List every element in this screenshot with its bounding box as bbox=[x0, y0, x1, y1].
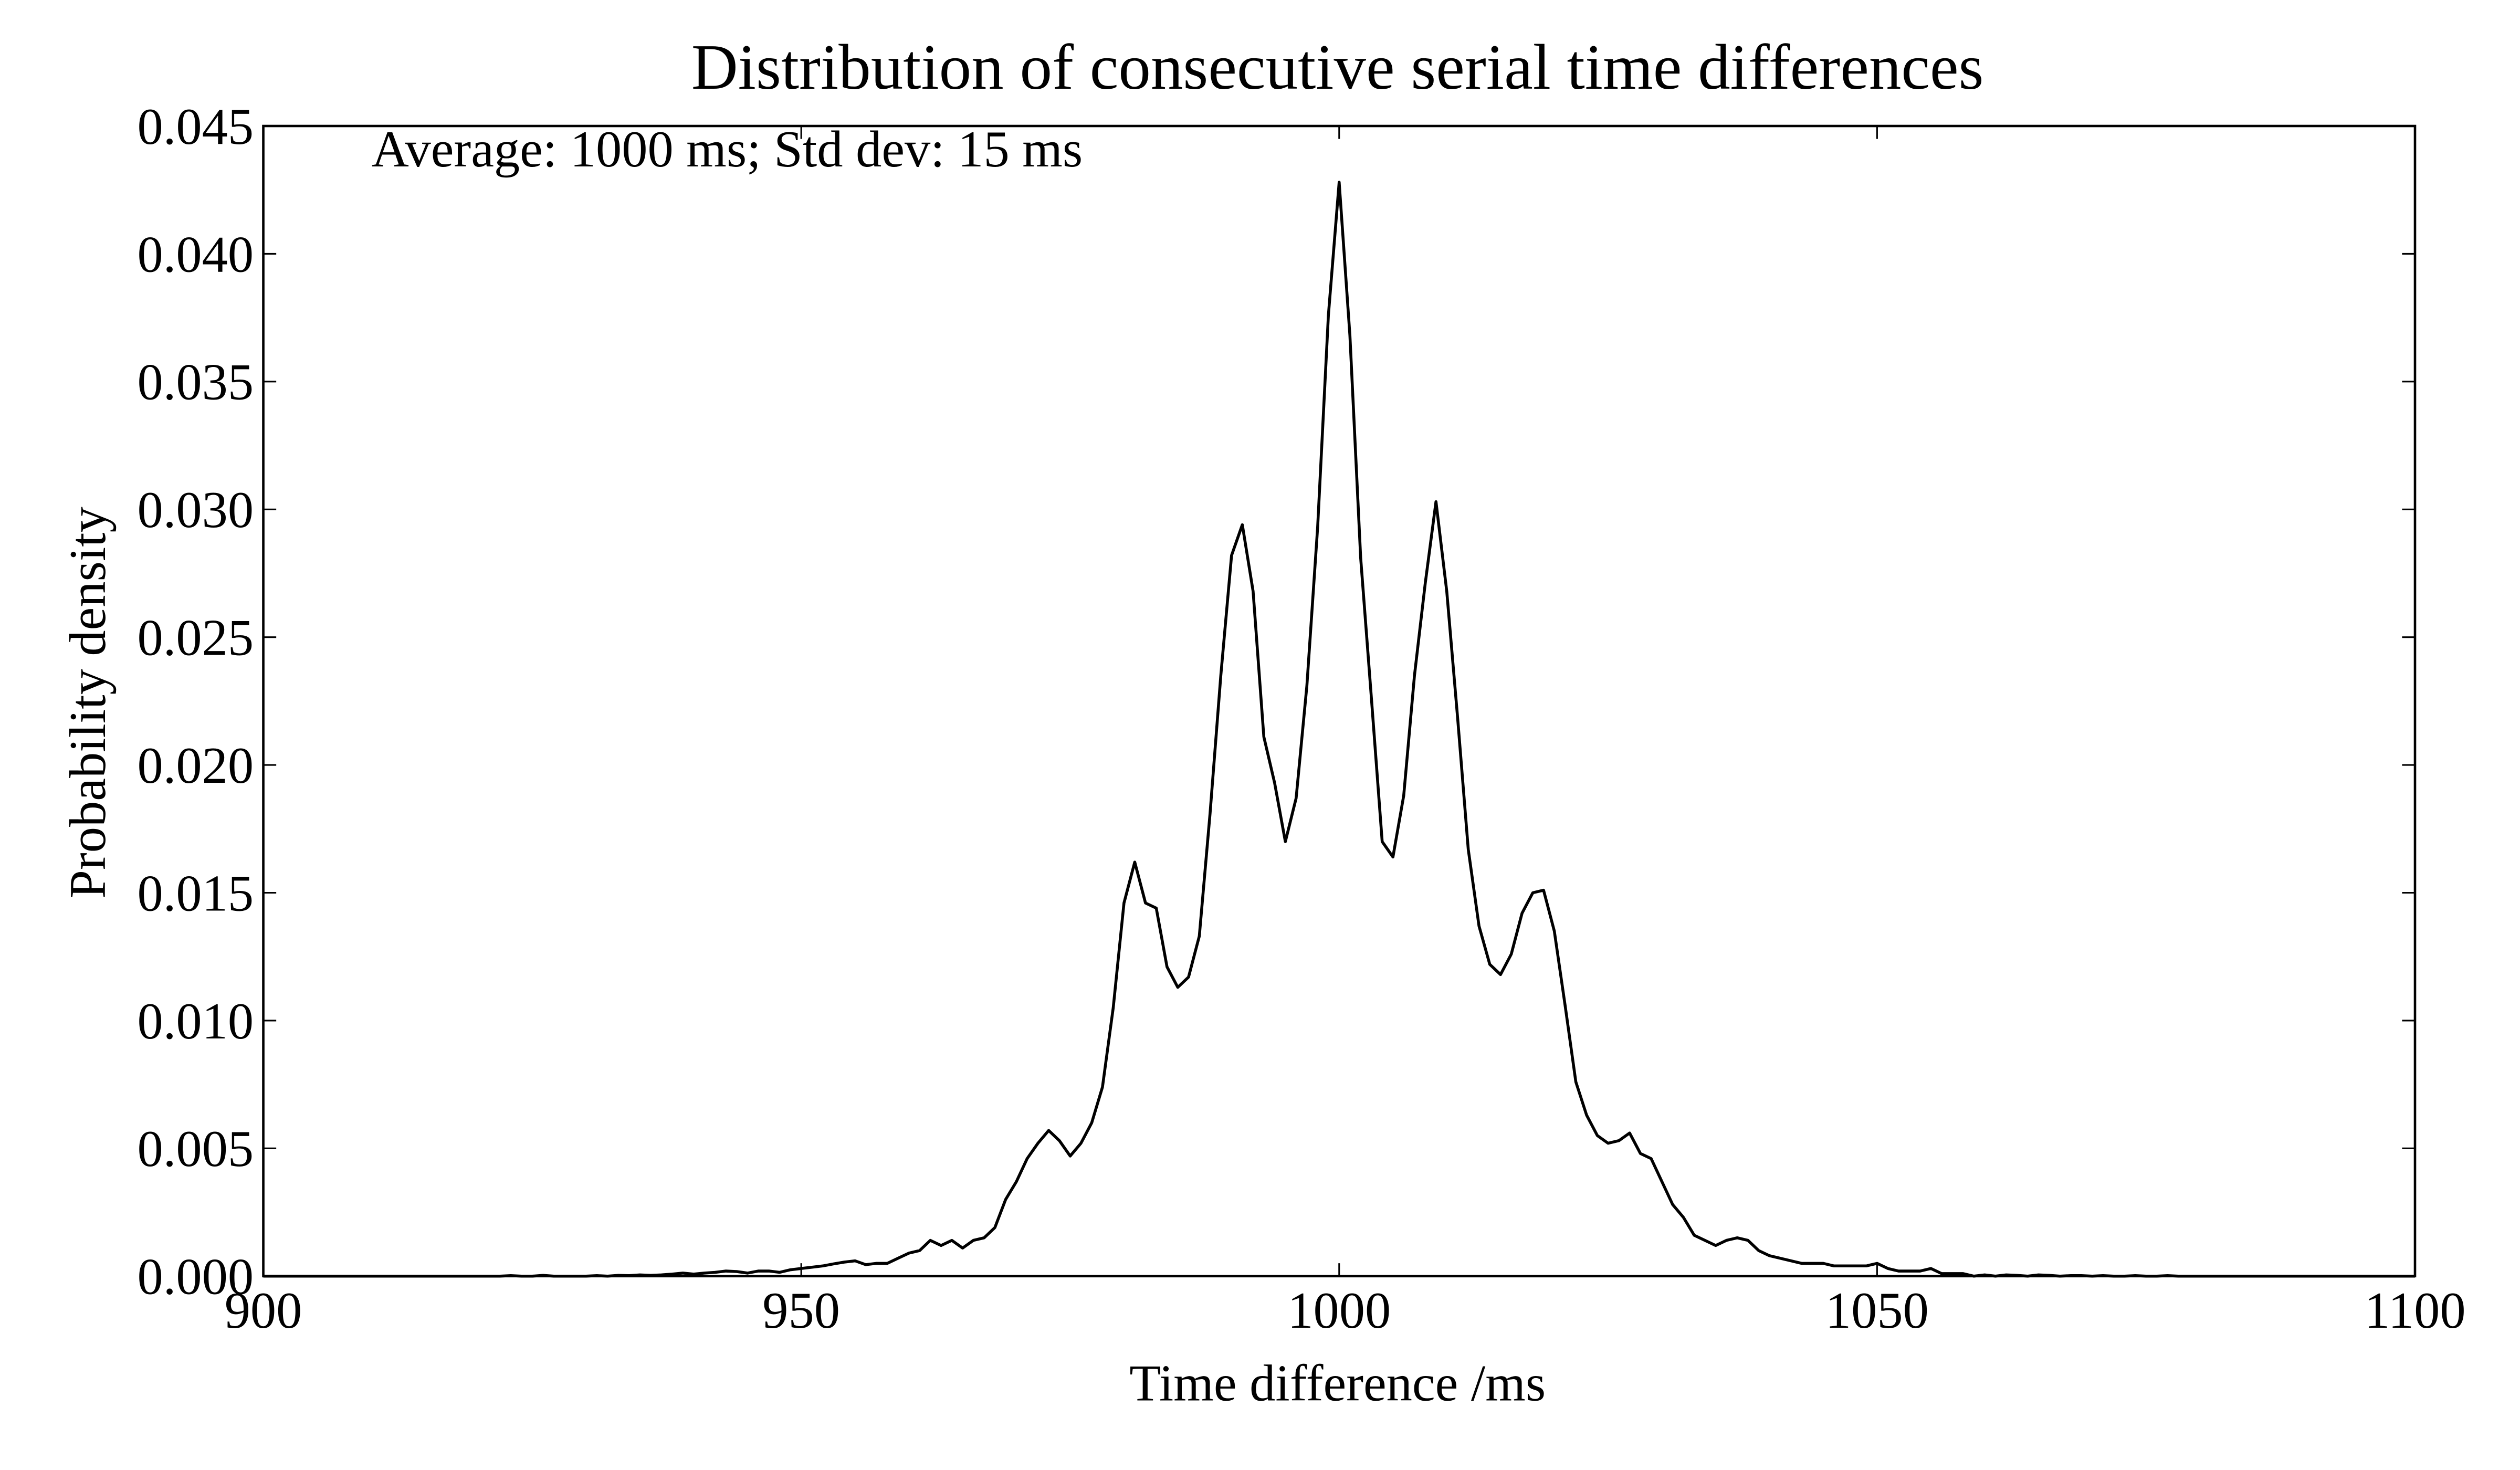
y-tick-label: 0.010 bbox=[138, 993, 254, 1050]
y-tick-label: 0.030 bbox=[138, 481, 254, 539]
chart-title: Distribution of consecutive serial time … bbox=[691, 31, 1984, 103]
x-tick-label: 1000 bbox=[1287, 1282, 1391, 1339]
y-tick-label: 0.045 bbox=[138, 98, 254, 155]
y-tick-label: 0.015 bbox=[138, 865, 254, 922]
plot-frame bbox=[262, 124, 2417, 1278]
x-tick-label: 1100 bbox=[2364, 1282, 2465, 1339]
x-axis-label: Time difference /ms bbox=[1129, 1355, 1546, 1412]
y-tick-label: 0.005 bbox=[138, 1120, 254, 1178]
y-axis-label: Probability density bbox=[59, 507, 117, 899]
y-tick-label: 0.035 bbox=[138, 354, 254, 411]
y-tick-label: 0.040 bbox=[138, 226, 254, 283]
x-tick-label: 950 bbox=[762, 1282, 840, 1339]
annotation: Average: 1000 ms; Std dev: 15 ms bbox=[372, 121, 1083, 178]
y-tick-label: 0.000 bbox=[138, 1248, 254, 1306]
y-tick-label: 0.020 bbox=[138, 737, 254, 794]
y-tick-label: 0.025 bbox=[138, 610, 254, 667]
x-tick-label: 1050 bbox=[1825, 1282, 1929, 1339]
x-tick-label: 900 bbox=[225, 1282, 302, 1339]
